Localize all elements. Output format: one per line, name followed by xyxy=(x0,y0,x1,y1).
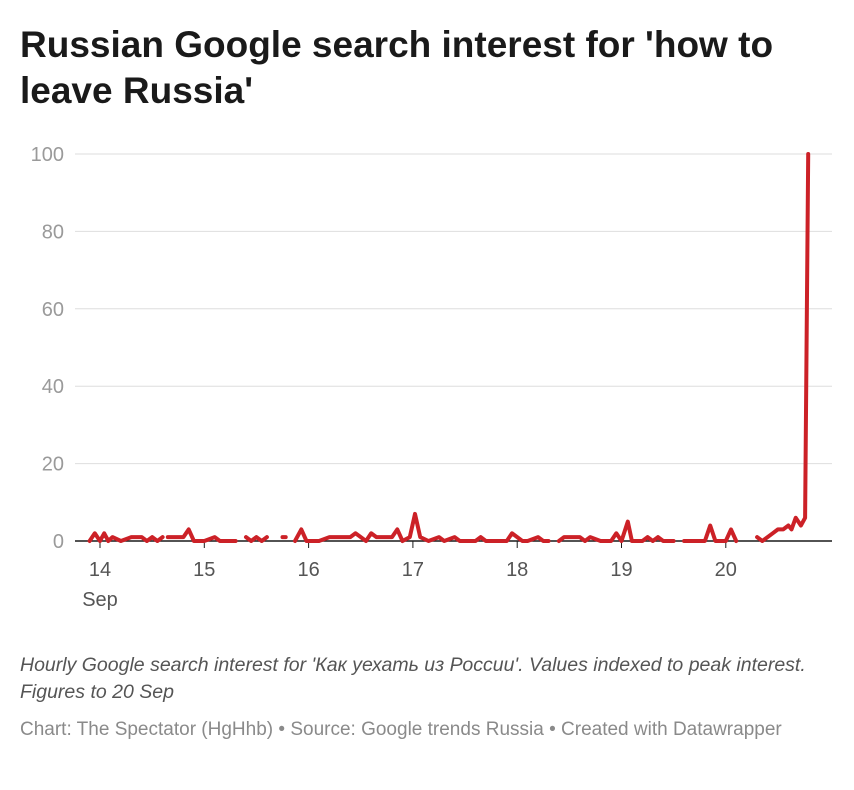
series-line-segment xyxy=(755,152,811,543)
x-tick-label: 18 xyxy=(506,559,528,581)
series-line-segment xyxy=(244,535,269,543)
series-line-segment xyxy=(165,527,238,543)
credit-source: Source: Google trends Russia xyxy=(290,719,544,740)
series-line xyxy=(87,152,811,543)
chart-credits: Chart: The Spectator (HgHhb) • Source: G… xyxy=(20,717,834,743)
y-tick-label: 100 xyxy=(31,144,64,166)
credit-separator: • xyxy=(543,719,562,740)
series-line-segment xyxy=(556,519,676,543)
y-tick-label: 20 xyxy=(42,454,64,476)
gridlines xyxy=(75,153,832,465)
line-chart: 0 20 40 60 80 100 14 Sep 15 16 17 18 19 20 xyxy=(31,144,832,611)
credit-separator: • xyxy=(273,719,291,740)
y-tick-label: 40 xyxy=(42,376,64,398)
y-tick-label: 0 xyxy=(53,531,64,553)
series-line-segment xyxy=(293,511,551,543)
series-line-segment xyxy=(682,523,739,543)
x-tick-label: 19 xyxy=(610,559,632,581)
credit-chart: Chart: The Spectator (HgHhb) xyxy=(20,719,274,740)
x-tick-sublabel: Sep xyxy=(82,589,118,611)
x-tick-label: 15 xyxy=(193,559,215,581)
chart-title: Russian Google search interest for 'how … xyxy=(20,24,774,111)
x-tick-label: 20 xyxy=(715,559,737,581)
x-tick-label: 14 xyxy=(89,559,111,581)
x-axis: 14 Sep 15 16 17 18 19 20 xyxy=(75,540,832,611)
chart-description: Hourly Google search interest for 'Как у… xyxy=(20,654,806,703)
y-axis: 0 20 40 60 80 100 xyxy=(31,144,64,553)
series-line-segment xyxy=(87,531,165,543)
x-tick-label: 16 xyxy=(297,559,319,581)
y-tick-label: 60 xyxy=(42,299,64,321)
x-tick-label: 17 xyxy=(402,559,424,581)
y-tick-label: 80 xyxy=(42,221,64,243)
credit-tool: Created with Datawrapper xyxy=(561,719,782,740)
